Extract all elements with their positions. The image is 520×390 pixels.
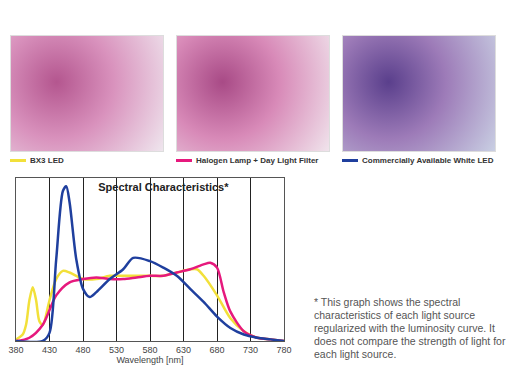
svg-text:Wavelength [nm]: Wavelength [nm] <box>116 355 183 365</box>
svg-text:Spectral Characteristics*: Spectral Characteristics* <box>98 181 229 193</box>
svg-text:730: 730 <box>243 345 258 355</box>
svg-text:430: 430 <box>42 345 57 355</box>
svg-text:780: 780 <box>276 345 291 355</box>
svg-text:580: 580 <box>142 345 157 355</box>
svg-text:680: 680 <box>209 345 224 355</box>
svg-text:630: 630 <box>176 345 191 355</box>
html-text:Halogen Lamp + Day Light Filte: Halogen Lamp + Day Light Filter <box>196 156 319 165</box>
html-text:* This graph shows the spectra: * This graph shows the spectral characte… <box>314 296 506 360</box>
svg-text:530: 530 <box>109 345 124 355</box>
svg-text:380: 380 <box>8 345 23 355</box>
html-text:Commercially Available White L: Commercially Available White LED <box>362 156 494 165</box>
svg-text:480: 480 <box>75 345 90 355</box>
html-text:BX3 LED: BX3 LED <box>30 156 64 165</box>
